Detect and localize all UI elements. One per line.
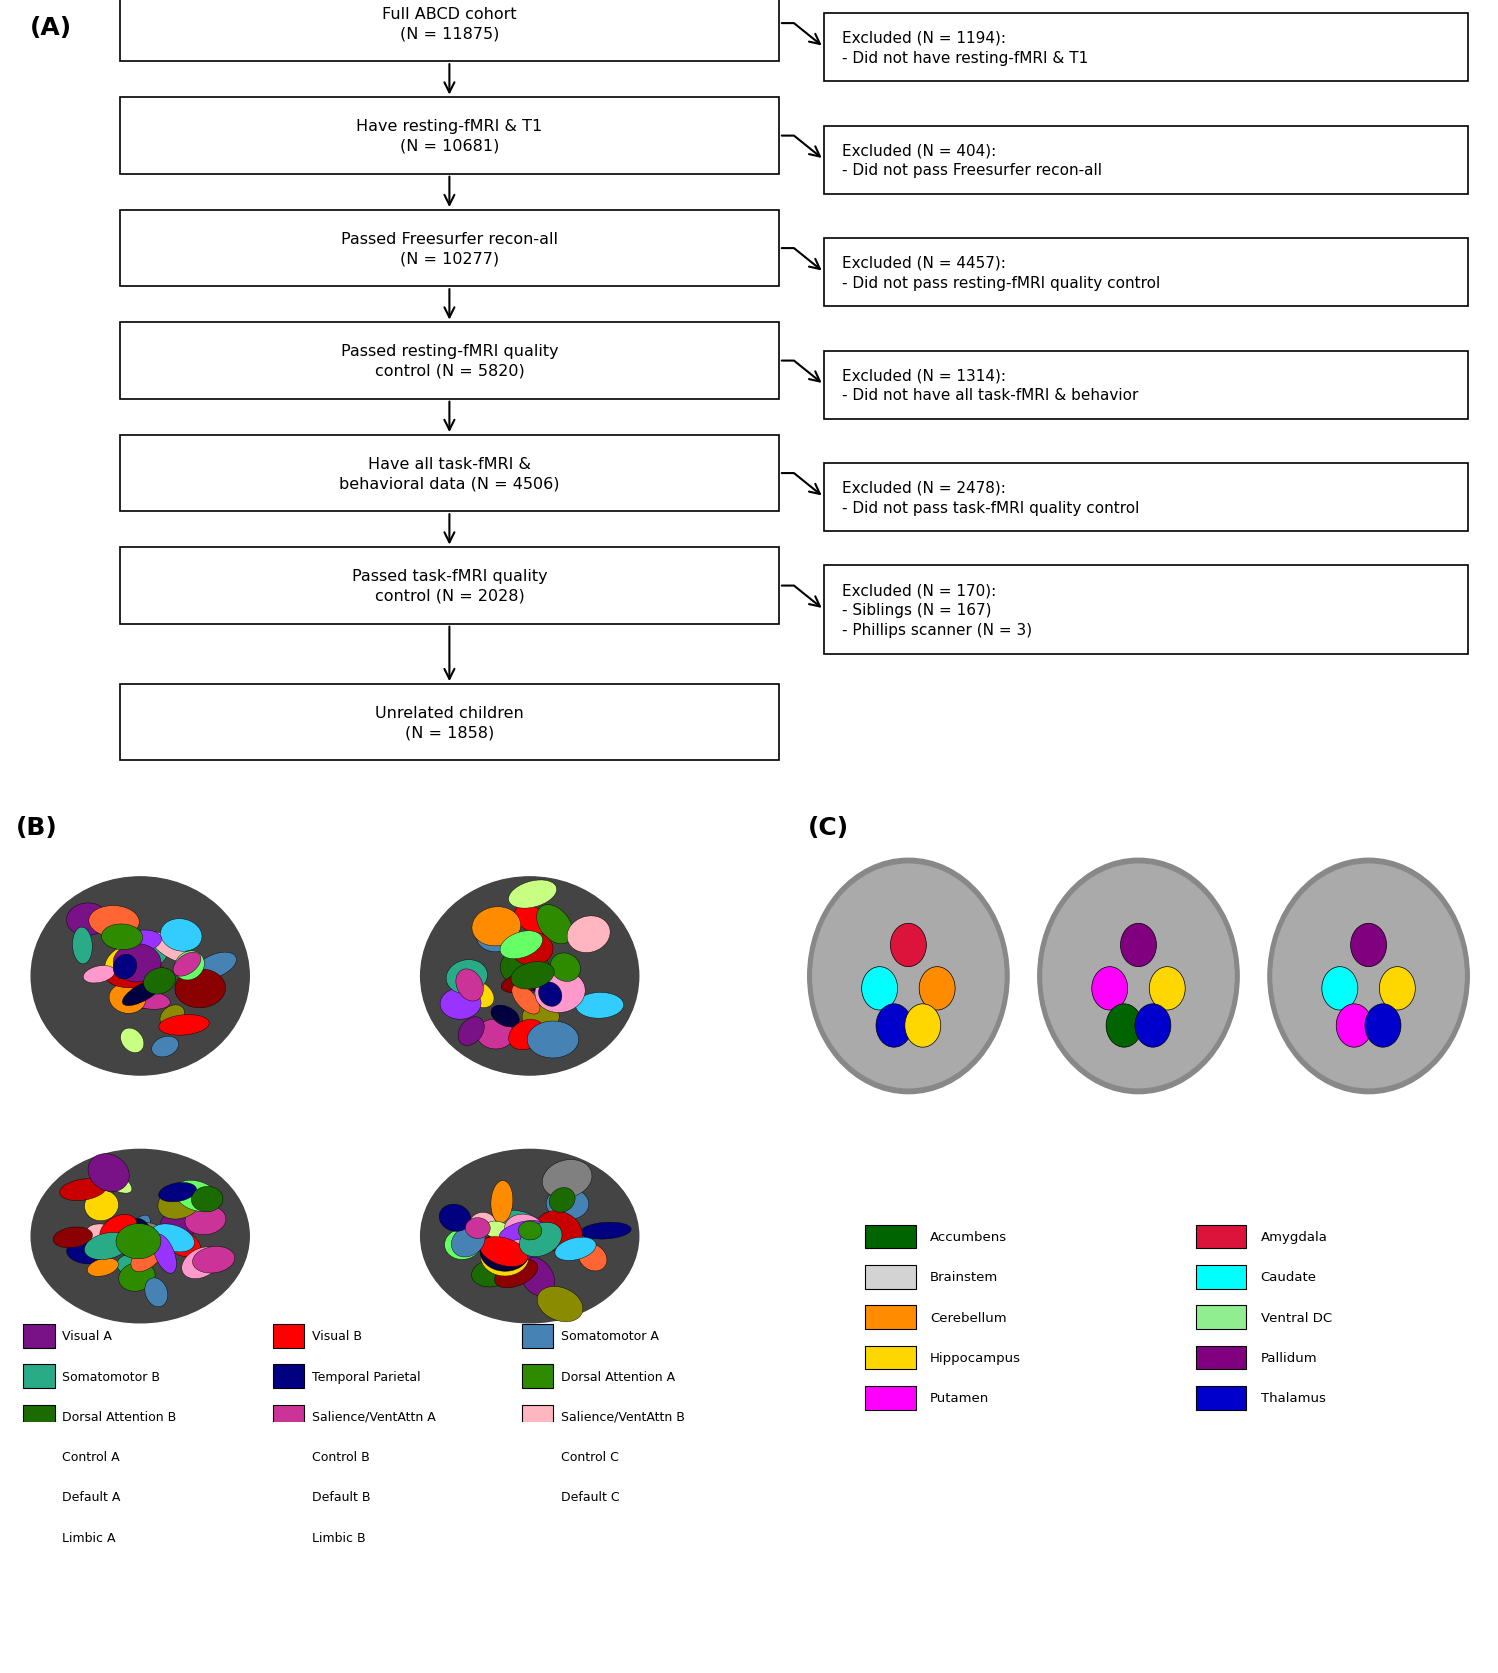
Ellipse shape (1321, 967, 1357, 1010)
Bar (1195, 1225, 1246, 1248)
Ellipse shape (1038, 858, 1239, 1094)
Text: (C): (C) (807, 815, 849, 840)
Text: Excluded (N = 1314):
- Did not have all task-fMRI & behavior: Excluded (N = 1314): - Did not have all … (842, 368, 1138, 403)
FancyBboxPatch shape (120, 0, 779, 62)
Ellipse shape (533, 972, 557, 1002)
Ellipse shape (123, 980, 162, 1005)
Ellipse shape (184, 1206, 226, 1235)
Ellipse shape (509, 1221, 562, 1251)
Ellipse shape (421, 1149, 638, 1323)
Bar (866, 1387, 915, 1410)
Ellipse shape (1121, 923, 1156, 967)
Text: Dorsal Attention B: Dorsal Attention B (63, 1410, 177, 1424)
Text: Somatomotor B: Somatomotor B (63, 1370, 160, 1384)
Ellipse shape (1365, 1004, 1401, 1047)
Text: Salience/VentAttn A: Salience/VentAttn A (312, 1410, 436, 1424)
Ellipse shape (491, 1211, 536, 1233)
Ellipse shape (512, 1226, 545, 1246)
Bar (273, 1445, 304, 1469)
Bar (521, 1405, 553, 1429)
Ellipse shape (175, 969, 226, 1009)
Ellipse shape (160, 1005, 184, 1027)
Bar (521, 1445, 553, 1469)
Text: Somatomotor A: Somatomotor A (560, 1330, 659, 1342)
FancyBboxPatch shape (120, 435, 779, 512)
Ellipse shape (31, 1149, 249, 1323)
Ellipse shape (115, 1225, 160, 1260)
FancyBboxPatch shape (120, 684, 779, 761)
Ellipse shape (66, 1241, 106, 1265)
FancyBboxPatch shape (120, 211, 779, 288)
Ellipse shape (536, 905, 572, 944)
Ellipse shape (511, 962, 554, 989)
Ellipse shape (484, 1221, 511, 1240)
FancyBboxPatch shape (120, 99, 779, 174)
Text: (B): (B) (15, 815, 57, 840)
Text: Putamen: Putamen (930, 1392, 989, 1404)
Text: Excluded (N = 4457):
- Did not pass resting-fMRI quality control: Excluded (N = 4457): - Did not pass rest… (842, 256, 1159, 291)
Ellipse shape (1336, 1004, 1372, 1047)
Ellipse shape (115, 972, 148, 995)
Ellipse shape (550, 954, 581, 982)
Ellipse shape (114, 955, 136, 979)
Text: Have all task-fMRI &
behavioral data (N = 4506): Have all task-fMRI & behavioral data (N … (339, 457, 560, 492)
Ellipse shape (84, 1191, 118, 1221)
Bar (273, 1486, 304, 1509)
Text: Control C: Control C (560, 1450, 619, 1464)
Ellipse shape (117, 1255, 142, 1275)
Bar (24, 1365, 54, 1389)
Ellipse shape (542, 1159, 592, 1198)
Bar (521, 1486, 553, 1509)
Ellipse shape (105, 945, 142, 977)
Ellipse shape (505, 1215, 544, 1245)
Ellipse shape (421, 877, 638, 1076)
Ellipse shape (129, 1218, 153, 1253)
Text: Accumbens: Accumbens (930, 1230, 1007, 1243)
Text: Default C: Default C (560, 1491, 620, 1504)
Text: Control B: Control B (312, 1450, 370, 1464)
Ellipse shape (174, 952, 201, 977)
Bar (273, 1325, 304, 1348)
Ellipse shape (509, 1021, 544, 1051)
Text: Excluded (N = 1194):
- Did not have resting-fMRI & T1: Excluded (N = 1194): - Did not have rest… (842, 30, 1088, 65)
Text: Ventral DC: Ventral DC (1261, 1312, 1332, 1323)
Ellipse shape (472, 1260, 512, 1287)
Ellipse shape (920, 967, 956, 1010)
Ellipse shape (88, 907, 139, 937)
Bar (24, 1486, 54, 1509)
Text: Dorsal Attention A: Dorsal Attention A (560, 1370, 676, 1384)
Ellipse shape (523, 1002, 559, 1032)
Text: Cerebellum: Cerebellum (930, 1312, 1007, 1323)
Ellipse shape (445, 1230, 481, 1260)
Ellipse shape (135, 970, 157, 990)
Ellipse shape (472, 907, 521, 947)
Bar (24, 1445, 54, 1469)
Ellipse shape (85, 1225, 120, 1245)
Ellipse shape (568, 917, 610, 954)
Ellipse shape (87, 1258, 118, 1276)
Ellipse shape (554, 1238, 596, 1261)
Ellipse shape (494, 1260, 538, 1288)
Ellipse shape (100, 1215, 136, 1245)
Ellipse shape (476, 1019, 514, 1049)
Ellipse shape (112, 1223, 165, 1253)
Ellipse shape (890, 923, 926, 967)
Text: Temporal Parietal: Temporal Parietal (312, 1370, 421, 1384)
Text: Have resting-fMRI & T1
(N = 10681): Have resting-fMRI & T1 (N = 10681) (357, 119, 542, 154)
Bar (521, 1325, 553, 1348)
Ellipse shape (511, 932, 553, 965)
Ellipse shape (151, 1225, 195, 1251)
Ellipse shape (84, 1233, 130, 1260)
Ellipse shape (807, 858, 1010, 1094)
Ellipse shape (1267, 858, 1470, 1094)
Text: Limbic B: Limbic B (312, 1531, 366, 1544)
Ellipse shape (905, 1004, 941, 1047)
Ellipse shape (118, 965, 141, 1005)
Text: Excluded (N = 170):
- Siblings (N = 167)
- Phillips scanner (N = 3): Excluded (N = 170): - Siblings (N = 167)… (842, 582, 1032, 637)
FancyBboxPatch shape (120, 323, 779, 400)
Ellipse shape (120, 930, 162, 954)
Ellipse shape (114, 944, 160, 982)
Bar (866, 1345, 915, 1370)
Text: Excluded (N = 2478):
- Did not pass task-fMRI quality control: Excluded (N = 2478): - Did not pass task… (842, 480, 1140, 515)
Ellipse shape (157, 1184, 204, 1220)
